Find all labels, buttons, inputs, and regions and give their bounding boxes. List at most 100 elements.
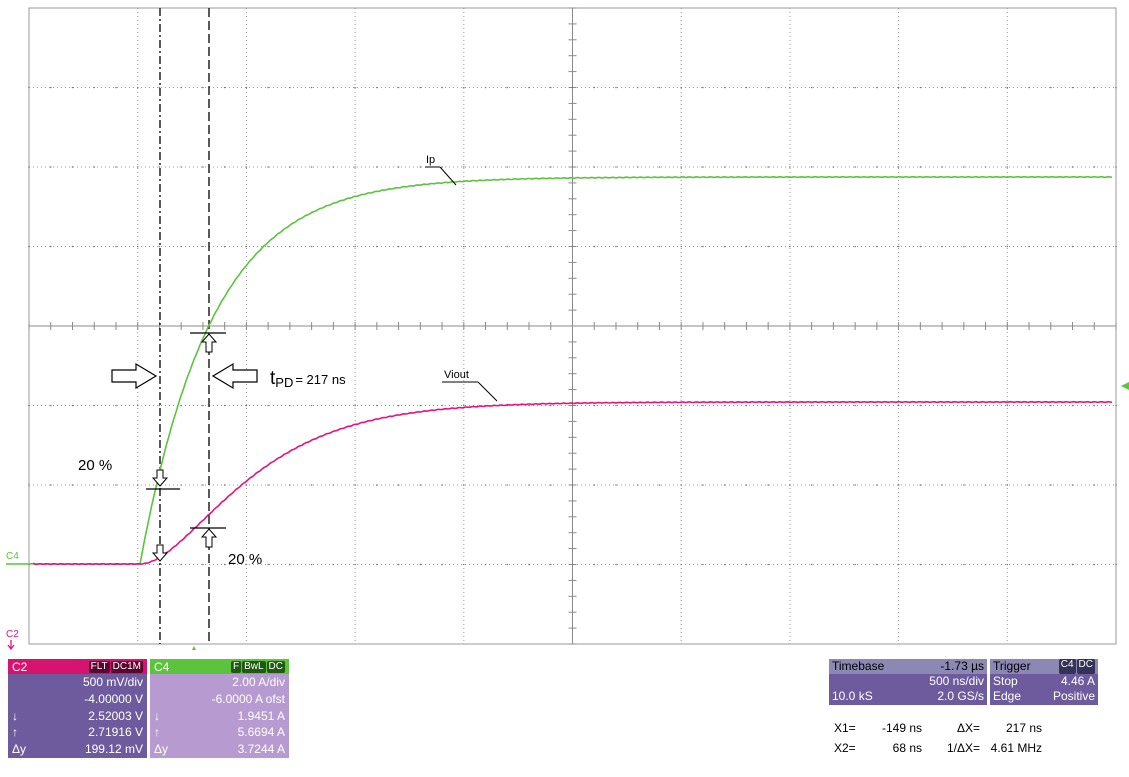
- grid-dot: [593, 86, 596, 89]
- grid-dot: [289, 245, 291, 248]
- grid-dot: [463, 86, 465, 89]
- grid-dot: [549, 86, 552, 89]
- grid-dot: [723, 86, 726, 89]
- grid-dot: [180, 166, 182, 168]
- timebase-panel[interactable]: Timebase -1.73 µs 500 ns/div 10.0 kS 2.0…: [829, 659, 987, 705]
- grid-dot: [658, 245, 661, 248]
- grid-dot: [767, 563, 769, 566]
- trigger-level-marker-icon[interactable]: [1121, 382, 1129, 390]
- grid-dot: [49, 404, 52, 407]
- viout-label-leader-2: [477, 381, 498, 402]
- grid-dot: [1049, 86, 1052, 89]
- grid-dot: [528, 166, 530, 168]
- grid-dot: [310, 563, 313, 566]
- grid-dot: [484, 245, 487, 248]
- timebase-scale-row: 500 ns/div: [829, 674, 987, 689]
- grid-dot: [1115, 404, 1117, 407]
- grid-dot: [28, 245, 30, 248]
- grid-dot: [332, 563, 335, 566]
- grid-dot: [1115, 245, 1117, 248]
- ch4-info-panel[interactable]: C4 F BwL DC 2.00 A/div -6.0000 A ofst ↓ 1…: [150, 659, 289, 775]
- grid-dot: [636, 86, 639, 89]
- propagation-delay-label: tPD = 217 ns: [270, 368, 346, 390]
- hollow-arrow-left-icon: [211, 362, 258, 390]
- grid-dot: [397, 563, 400, 566]
- grid-dot: [680, 484, 682, 486]
- grid-dot: [310, 86, 313, 89]
- grid-dot: [549, 484, 552, 486]
- grid-dot: [745, 404, 748, 407]
- ch4-ground-marker[interactable]: C4: [6, 551, 19, 562]
- grid-dot: [1028, 563, 1030, 566]
- grid-dot: [1006, 404, 1009, 407]
- ch2-ground-marker[interactable]: C2: [6, 629, 19, 640]
- ch2-cursor-down: 2.52003 V: [88, 708, 143, 723]
- grid-dot: [854, 166, 856, 168]
- grid-dot: [115, 404, 117, 407]
- trigger-position-marker-icon[interactable]: [189, 646, 199, 650]
- grid-dot: [397, 484, 400, 486]
- grid-dot: [484, 484, 487, 486]
- ch4-cursor-down-row: ↓ 1.9451 A: [150, 708, 289, 725]
- grid-dot: [223, 563, 226, 566]
- grid-dot: [1028, 245, 1030, 248]
- grid-dot: [767, 86, 769, 89]
- ch4-delta-y-row: Δy 3.7244 A: [150, 741, 289, 758]
- grid-dot: [680, 563, 682, 566]
- grid-dot: [180, 563, 182, 566]
- grid-dot: [854, 484, 856, 486]
- grid-dot: [745, 484, 748, 486]
- grid-dot: [1006, 245, 1009, 248]
- grid-dot: [636, 563, 639, 566]
- grid-dot: [658, 166, 661, 168]
- grid-dot: [49, 86, 52, 89]
- up-arrow-icon: ↑: [154, 725, 160, 740]
- grid-dot: [158, 404, 161, 407]
- ch2-scale-row: 500 mV/div: [8, 674, 147, 691]
- timebase-rate-row: 10.0 kS 2.0 GS/s: [829, 689, 987, 704]
- grid-dot: [202, 563, 204, 566]
- grid-dot: [463, 166, 465, 168]
- grid-dot: [245, 563, 248, 566]
- grid-dot: [354, 245, 356, 248]
- grid-dot: [919, 86, 922, 89]
- grid-dot: [93, 245, 96, 248]
- grid-dot: [528, 245, 530, 248]
- grid-dot: [1071, 166, 1074, 168]
- grid-dot: [854, 563, 856, 566]
- ch2-info-panel[interactable]: C2 FLT DC1M 500 mV/div -4.00000 V ↓ 2.520…: [8, 659, 147, 775]
- grid-dot: [267, 245, 269, 248]
- trigger-mode-row: Stop 4.46 A: [990, 674, 1098, 689]
- grid-dot: [636, 166, 639, 168]
- timebase-scale: 500 ns/div: [929, 674, 984, 688]
- delta-y-label: Δy: [154, 742, 169, 757]
- grid-dot: [310, 404, 313, 407]
- grid-dot: [789, 484, 791, 486]
- grid-dot: [810, 484, 813, 486]
- grid-dot: [767, 166, 769, 168]
- grid-dot: [1071, 484, 1074, 486]
- grid-dot: [267, 563, 269, 566]
- cursor-row-2: X2= 68 ns 1/ΔX= 4.61 MHz: [834, 738, 1074, 758]
- hollow-arrow-down-icon: [151, 469, 169, 487]
- grid-dot: [376, 86, 378, 89]
- grid-dot: [1093, 563, 1096, 566]
- ch4-cursor-up-row: ↑ 5.6694 A: [150, 724, 289, 741]
- cursor-row-1: X1= -149 ns ΔX= 217 ns: [834, 718, 1074, 738]
- grid-dot: [528, 484, 530, 486]
- grid-dot: [484, 86, 487, 89]
- ch4-badge-filter: F: [230, 660, 242, 673]
- grid-dot: [1093, 404, 1096, 407]
- grid-dot: [93, 404, 96, 407]
- trigger-panel[interactable]: Trigger C4 DC Stop 4.46 A Edge Positive: [990, 659, 1098, 705]
- grid-dot: [71, 484, 74, 486]
- grid-dot: [115, 484, 117, 486]
- down-arrow-icon: ↓: [154, 708, 160, 723]
- grid-dot: [723, 245, 726, 248]
- grid-dot: [289, 166, 291, 168]
- grid-dot: [658, 86, 661, 89]
- grid-dot: [549, 166, 552, 168]
- grid-dot: [984, 166, 987, 168]
- ch2-offset: -4.00000 V: [84, 691, 143, 706]
- grid-dot: [832, 86, 835, 89]
